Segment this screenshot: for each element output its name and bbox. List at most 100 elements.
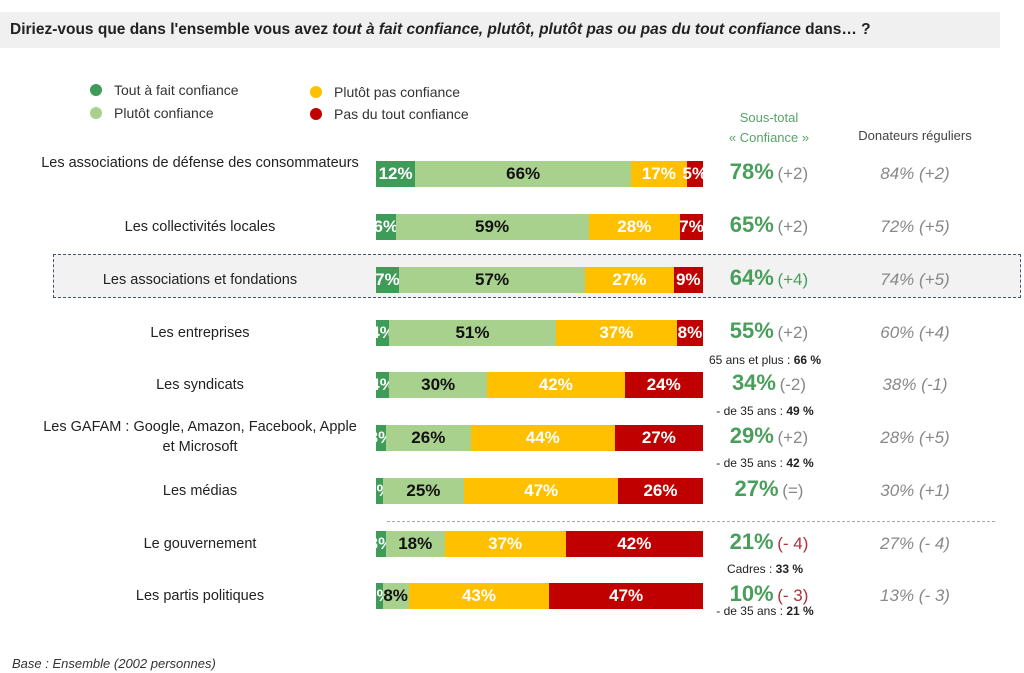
segment-pas-du-tout: 26% <box>617 478 703 504</box>
segment-plutot-pas: 42% <box>487 372 625 398</box>
donor-value: 60% (+4) <box>880 323 950 342</box>
footer-base: Base : Ensemble (2002 personnes) <box>12 656 216 671</box>
subtotal-percent: 55% <box>729 318 774 343</box>
segment-pas-du-tout: 27% <box>614 425 703 451</box>
legend-plutot: Plutôt confiance <box>90 105 214 121</box>
subtotal-percent: 78% <box>729 159 774 184</box>
legend-dot-icon <box>90 84 102 96</box>
note: - de 35 ans : 49 % <box>716 404 814 418</box>
segment-pas-du-tout: 9% <box>673 267 703 293</box>
subtotal-percent: 27% <box>734 476 779 501</box>
subtotal-header: Sous-total « Confiance » <box>728 110 810 145</box>
subtotal-change: (+2) <box>777 428 809 447</box>
subtotal-change: (+2) <box>777 217 809 236</box>
segment-plutot: 51% <box>389 320 556 346</box>
donor-value: 13% (- 3) <box>880 586 950 605</box>
segment-plutot: 25% <box>382 478 465 504</box>
subtotal-change: (-2) <box>779 375 807 394</box>
subtotal-percent: 21% <box>729 529 774 554</box>
separator <box>387 521 995 522</box>
segment-plutot-pas: 37% <box>555 320 677 346</box>
subtotal-value: 27% (=) <box>714 476 824 502</box>
donor-value: 74% (+5) <box>880 270 950 289</box>
stacked-bar: 3% 18% 37% 42% <box>369 531 703 557</box>
subtotal-change: (+2) <box>777 323 809 342</box>
stacked-bar: 4% 51% 37% 8% <box>370 320 703 346</box>
subtotal-change: (+2) <box>777 164 809 183</box>
category-label: Les collectivités locales <box>124 219 276 235</box>
subtotal-change: (- 3) <box>777 586 809 605</box>
category-label: Les partis politiques <box>135 588 265 604</box>
note: - de 35 ans : 21 % <box>716 604 814 618</box>
subtotal-percent: 34% <box>731 370 776 395</box>
subtotal-value: 34% (-2) <box>714 370 824 396</box>
segment-plutot-pas: 28% <box>588 214 681 240</box>
segment-plutot-pas: 27% <box>585 267 674 293</box>
segment-plutot: 26% <box>385 425 471 451</box>
category-label: Le gouvernement <box>143 536 257 552</box>
segment-pas-du-tout: 7% <box>679 214 704 240</box>
category-label: Les syndicats <box>156 377 244 393</box>
stacked-bar: 3% 26% 44% 27% <box>369 425 703 451</box>
segment-tout-a-fait: 4% <box>370 372 395 398</box>
donor-value: 27% (- 4) <box>880 534 950 553</box>
legend-pas-du-tout: Pas du tout confiance <box>310 106 469 122</box>
segment-tout-a-fait: 7% <box>375 267 400 293</box>
segment-plutot-pas: 43% <box>408 583 550 609</box>
segment-tout-a-fait: 6% <box>374 214 398 240</box>
stacked-bar: 2% 25% 47% 26% <box>367 478 703 504</box>
subtotal-change: (=) <box>782 481 804 500</box>
segment-plutot: 59% <box>395 214 589 240</box>
subtotal-value: 64% (+4) <box>714 265 824 291</box>
segment-plutot-pas: 37% <box>444 531 566 557</box>
segment-plutot-pas: 17% <box>631 161 687 187</box>
subtotal-value: 29% (+2) <box>714 423 824 449</box>
category-label: Les associations de défense des consomma… <box>41 155 359 171</box>
stacked-bar: 7% 57% 27% 9% <box>375 267 703 293</box>
segment-tout-a-fait: 4% <box>370 320 395 346</box>
segment-pas-du-tout: 5% <box>683 161 707 187</box>
segment-plutot: 8% <box>382 583 409 609</box>
legend-dot-icon <box>310 86 322 98</box>
category-label: Les GAFAM : Google, Amazon, Facebook, Ap… <box>43 419 357 455</box>
segment-pas-du-tout: 24% <box>624 372 703 398</box>
donor-value: 38% (-1) <box>882 375 948 394</box>
segment-tout-a-fait: 3% <box>369 425 393 451</box>
donor-value: 72% (+5) <box>880 217 950 236</box>
note: 65 ans et plus : 66 % <box>708 353 822 367</box>
subtotal-value: 21% (- 4) <box>714 529 824 555</box>
segment-plutot: 18% <box>385 531 445 557</box>
note: - de 35 ans : 42 % <box>716 456 814 470</box>
subtotal-value: 55% (+2) <box>714 318 824 344</box>
segment-pas-du-tout: 8% <box>676 320 703 346</box>
note: Cadres : 33 % <box>726 562 804 576</box>
legend-dot-icon <box>310 108 322 120</box>
subtotal-value: 65% (+2) <box>714 212 824 238</box>
segment-tout-a-fait: 3% <box>369 531 393 557</box>
category-label: Les associations et fondations <box>102 272 298 288</box>
stacked-bar: 4% 30% 42% 24% <box>370 372 703 398</box>
legend-tout-a-fait: Tout à fait confiance <box>90 82 239 98</box>
donor-value: 84% (+2) <box>880 164 950 183</box>
category-label: Les entreprises <box>150 325 250 341</box>
subtotal-value: 10% (- 3) <box>714 581 824 607</box>
segment-plutot: 57% <box>398 267 586 293</box>
segment-plutot: 66% <box>415 161 632 187</box>
segment-pas-du-tout: 47% <box>549 583 703 609</box>
donor-value: 30% (+1) <box>880 481 950 500</box>
subtotal-percent: 29% <box>729 423 774 448</box>
question-title: Diriez-vous que dans l'ensemble vous ave… <box>0 12 1000 48</box>
segment-plutot-pas: 44% <box>470 425 615 451</box>
legend-dot-icon <box>90 107 102 119</box>
stacked-bar: 2% 8% 43% 47% <box>367 583 703 609</box>
stacked-bar: 12% 66% 17% 5% <box>376 161 707 187</box>
legend-plutot-pas: Plutôt pas confiance <box>310 84 460 100</box>
segment-tout-a-fait: 12% <box>376 161 416 187</box>
donors-header: Donateurs réguliers <box>858 128 972 143</box>
category-label: Les médias <box>162 483 238 499</box>
subtotal-change: (+4) <box>777 270 809 289</box>
subtotal-percent: 10% <box>729 581 774 606</box>
segment-plutot-pas: 47% <box>464 478 618 504</box>
donor-value: 28% (+5) <box>880 428 950 447</box>
segment-plutot: 30% <box>389 372 488 398</box>
